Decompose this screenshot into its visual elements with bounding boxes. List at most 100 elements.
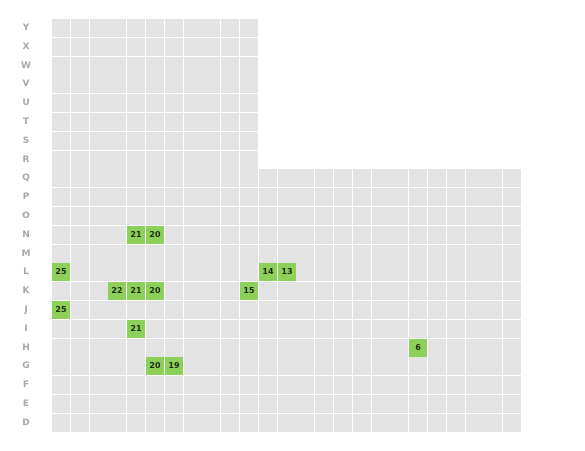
seat-n-18[interactable] xyxy=(372,226,390,244)
seat-e-13[interactable] xyxy=(278,395,296,413)
seat-m-10[interactable] xyxy=(221,245,239,263)
seat-q-6[interactable] xyxy=(146,169,164,187)
seat-o-22[interactable] xyxy=(447,207,465,225)
seat-f-1[interactable] xyxy=(52,376,70,394)
seat-r-9[interactable] xyxy=(202,151,220,169)
seat-r-7[interactable] xyxy=(165,151,183,169)
seat-o-6[interactable] xyxy=(146,207,164,225)
seat-t-4[interactable] xyxy=(108,113,126,131)
seat-i-13[interactable] xyxy=(278,320,296,338)
seat-i-23[interactable] xyxy=(466,320,484,338)
seat-h-8[interactable] xyxy=(184,339,202,357)
seat-t-2[interactable] xyxy=(71,113,89,131)
seat-f-6[interactable] xyxy=(146,376,164,394)
seat-g-11[interactable] xyxy=(240,357,258,375)
seat-m-5[interactable] xyxy=(127,245,145,263)
seat-j-7[interactable] xyxy=(165,301,183,319)
seat-f-11[interactable] xyxy=(240,376,258,394)
seat-o-20[interactable] xyxy=(409,207,427,225)
seat-q-22[interactable] xyxy=(447,169,465,187)
seat-n-21[interactable] xyxy=(428,226,446,244)
seat-r-6[interactable] xyxy=(146,151,164,169)
seat-o-4[interactable] xyxy=(108,207,126,225)
seat-l-14-available[interactable]: 14 xyxy=(259,263,277,281)
seat-q-16[interactable] xyxy=(334,169,352,187)
seat-p-22[interactable] xyxy=(447,188,465,206)
seat-l-18[interactable] xyxy=(372,263,390,281)
seat-w-2[interactable] xyxy=(71,57,89,75)
seat-h-4[interactable] xyxy=(108,339,126,357)
seat-f-12[interactable] xyxy=(259,376,277,394)
seat-t-10[interactable] xyxy=(221,113,239,131)
seat-e-10[interactable] xyxy=(221,395,239,413)
seat-e-9[interactable] xyxy=(202,395,220,413)
seat-n-19[interactable] xyxy=(390,226,408,244)
seat-k-1[interactable] xyxy=(52,282,70,300)
seat-w-3[interactable] xyxy=(90,57,108,75)
seat-d-14[interactable] xyxy=(296,414,314,432)
seat-m-6[interactable] xyxy=(146,245,164,263)
seat-i-15[interactable] xyxy=(315,320,333,338)
seat-s-7[interactable] xyxy=(165,132,183,150)
seat-o-24[interactable] xyxy=(484,207,502,225)
seat-g-22[interactable] xyxy=(447,357,465,375)
seat-g-5[interactable] xyxy=(127,357,145,375)
seat-o-15[interactable] xyxy=(315,207,333,225)
seat-o-13[interactable] xyxy=(278,207,296,225)
seat-o-3[interactable] xyxy=(90,207,108,225)
seat-m-8[interactable] xyxy=(184,245,202,263)
seat-d-12[interactable] xyxy=(259,414,277,432)
seat-g-13[interactable] xyxy=(278,357,296,375)
seat-n-2[interactable] xyxy=(71,226,89,244)
seat-j-25[interactable] xyxy=(503,301,521,319)
seat-u-5[interactable] xyxy=(127,94,145,112)
seat-q-4[interactable] xyxy=(108,169,126,187)
seat-m-15[interactable] xyxy=(315,245,333,263)
seat-o-2[interactable] xyxy=(71,207,89,225)
seat-p-10[interactable] xyxy=(221,188,239,206)
seat-f-18[interactable] xyxy=(372,376,390,394)
seat-k-13[interactable] xyxy=(278,282,296,300)
seat-i-8[interactable] xyxy=(184,320,202,338)
seat-i-24[interactable] xyxy=(484,320,502,338)
seat-q-8[interactable] xyxy=(184,169,202,187)
seat-i-6[interactable] xyxy=(146,320,164,338)
seat-e-15[interactable] xyxy=(315,395,333,413)
seat-o-17[interactable] xyxy=(353,207,371,225)
seat-d-21[interactable] xyxy=(428,414,446,432)
seat-n-25[interactable] xyxy=(503,226,521,244)
seat-l-9[interactable] xyxy=(202,263,220,281)
seat-l-25-available[interactable]: 25 xyxy=(52,263,70,281)
seat-g-8[interactable] xyxy=(184,357,202,375)
seat-i-19[interactable] xyxy=(390,320,408,338)
seat-r-8[interactable] xyxy=(184,151,202,169)
seat-j-22[interactable] xyxy=(447,301,465,319)
seat-j-13[interactable] xyxy=(278,301,296,319)
seat-g-10[interactable] xyxy=(221,357,239,375)
seat-e-23[interactable] xyxy=(466,395,484,413)
seat-q-24[interactable] xyxy=(484,169,502,187)
seat-j-20[interactable] xyxy=(409,301,427,319)
seat-m-22[interactable] xyxy=(447,245,465,263)
seat-e-3[interactable] xyxy=(90,395,108,413)
seat-x-6[interactable] xyxy=(146,38,164,56)
seat-h-17[interactable] xyxy=(353,339,371,357)
seat-k-22[interactable] xyxy=(447,282,465,300)
seat-j-5[interactable] xyxy=(127,301,145,319)
seat-m-9[interactable] xyxy=(202,245,220,263)
seat-l-2[interactable] xyxy=(71,263,89,281)
seat-h-11[interactable] xyxy=(240,339,258,357)
seat-o-12[interactable] xyxy=(259,207,277,225)
seat-o-7[interactable] xyxy=(165,207,183,225)
seat-i-16[interactable] xyxy=(334,320,352,338)
seat-o-14[interactable] xyxy=(296,207,314,225)
seat-e-24[interactable] xyxy=(484,395,502,413)
seat-q-13[interactable] xyxy=(278,169,296,187)
seat-n-14[interactable] xyxy=(296,226,314,244)
seat-g-2[interactable] xyxy=(71,357,89,375)
seat-m-18[interactable] xyxy=(372,245,390,263)
seat-f-16[interactable] xyxy=(334,376,352,394)
seat-x-7[interactable] xyxy=(165,38,183,56)
seat-g-18[interactable] xyxy=(372,357,390,375)
seat-i-2[interactable] xyxy=(71,320,89,338)
